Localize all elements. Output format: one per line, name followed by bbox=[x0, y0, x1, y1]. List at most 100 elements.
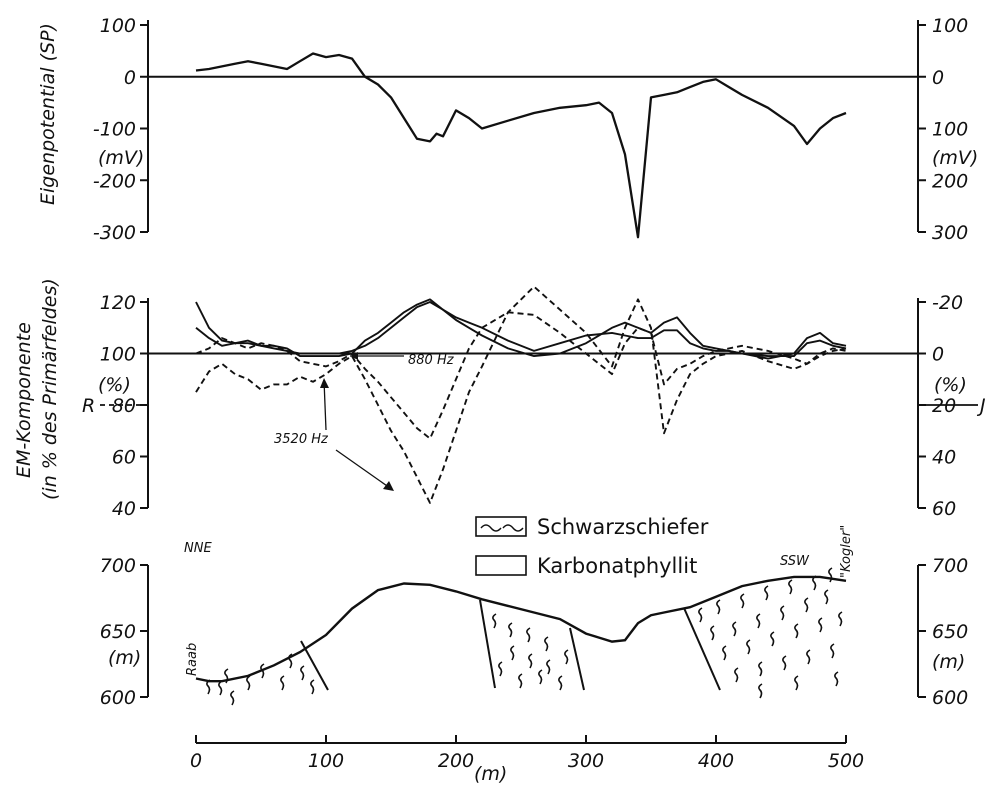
hatch-mark bbox=[782, 655, 787, 671]
profile-left-tick-label: 600 bbox=[100, 687, 136, 709]
hatch-mark bbox=[722, 645, 727, 661]
x-tick-label: 500 bbox=[828, 750, 864, 772]
legend-schwarzschiefer-label: Schwarzschiefer bbox=[537, 515, 709, 539]
em-left-tick-label: 60 bbox=[112, 447, 136, 469]
annotation-3520hz: 3520 Hz bbox=[274, 432, 329, 447]
sp-left-tick-label: -200 bbox=[93, 170, 136, 192]
contact-line bbox=[683, 607, 721, 691]
hatch-mark bbox=[780, 605, 785, 621]
profile-unit-left: (m) bbox=[108, 647, 141, 669]
hatch-mark bbox=[770, 631, 775, 647]
hatch-mark bbox=[710, 625, 715, 641]
arrow-3520hz-up-head bbox=[320, 378, 329, 388]
hatch-mark bbox=[794, 675, 799, 691]
hatch-mark bbox=[716, 599, 721, 615]
arrow-3520hz-up bbox=[323, 379, 327, 431]
hatch-mark bbox=[260, 663, 265, 679]
sp-left-tick-label: -300 bbox=[93, 222, 136, 244]
em-right-ticks: -20 0 20 40 60 bbox=[918, 292, 963, 520]
em-right-tick-label: 0 bbox=[932, 344, 944, 366]
hatch-mark bbox=[498, 661, 503, 677]
sp-y-label: Eigenpotential (SP) bbox=[37, 23, 59, 205]
hatch-mark bbox=[518, 673, 523, 689]
label-raab: Raab bbox=[185, 643, 200, 676]
legend-karbonatphyllit-label: Karbonatphyllit bbox=[537, 554, 697, 578]
em-series-dashed bbox=[195, 311, 847, 440]
em-left-tick-label: 120 bbox=[100, 292, 136, 314]
em-left-ticks: 120 100 80 60 40 bbox=[100, 292, 148, 520]
legend: Schwarzschiefer Karbonatphyllit bbox=[475, 515, 709, 578]
profile-right-tick-label: 700 bbox=[932, 555, 968, 577]
em-series-solid bbox=[195, 298, 847, 360]
rock-contacts bbox=[300, 599, 721, 691]
x-tick-label: 100 bbox=[308, 750, 344, 772]
x-axis: 0 100 200 300 400 500 (m) bbox=[190, 735, 864, 785]
hatch-mark bbox=[758, 683, 763, 699]
contact-line bbox=[479, 599, 496, 689]
x-ticks: 0 100 200 300 400 500 bbox=[190, 735, 864, 772]
hatch-mark bbox=[526, 627, 531, 643]
hatch-mark bbox=[528, 653, 533, 669]
contact-line bbox=[569, 627, 585, 691]
em-right-tick-label: 60 bbox=[932, 498, 956, 520]
x-tick-label: 0 bbox=[190, 750, 202, 772]
hatch-mark bbox=[806, 649, 811, 665]
hatch-mark bbox=[544, 636, 549, 652]
label-nne: NNE bbox=[184, 541, 212, 556]
hatch-mark bbox=[246, 675, 251, 691]
sp-right-tick-label: 300 bbox=[932, 222, 968, 244]
em-series bbox=[195, 285, 847, 504]
sp-right-tick-label: 0 bbox=[932, 67, 944, 89]
label-kogler: "Kogler" bbox=[839, 525, 854, 578]
hatch-mark bbox=[300, 665, 305, 681]
label-ssw: SSW bbox=[780, 554, 810, 569]
profile-unit-right: (m) bbox=[932, 651, 965, 673]
x-tick-label: 400 bbox=[698, 750, 734, 772]
profile-right-ticks: 700 650 600 bbox=[918, 555, 968, 709]
hatch-mark bbox=[788, 579, 793, 595]
hatch-mark bbox=[288, 653, 293, 669]
em-y-label: EM-Komponente bbox=[13, 322, 35, 478]
annotation-880hz: 880 Hz bbox=[408, 353, 455, 368]
sp-right-tick-label: 200 bbox=[932, 170, 968, 192]
hatch-mark bbox=[230, 690, 235, 706]
sp-right-ticks: 100 0 100 200 300 bbox=[918, 15, 968, 244]
em-right-tick-label: 20 bbox=[932, 395, 956, 417]
contact-line bbox=[300, 640, 329, 691]
hatch-mark bbox=[698, 607, 703, 623]
sp-right-tick-label: 100 bbox=[932, 119, 968, 141]
em-unit-left: (%) bbox=[98, 374, 131, 396]
hatch-mark bbox=[280, 675, 285, 691]
hatch-mark bbox=[756, 613, 761, 629]
em-y-label-2: (in % des Primärfeldes) bbox=[39, 278, 61, 500]
arrow-3520hz-down bbox=[335, 449, 391, 489]
sp-left-ticks: 100 0 -100 -200 -300 bbox=[93, 15, 148, 244]
profile-left-tick-label: 700 bbox=[100, 555, 136, 577]
legend-schwarzschiefer-symbol bbox=[475, 516, 527, 537]
x-tick-label: 200 bbox=[438, 750, 474, 772]
hatch-mark bbox=[492, 613, 497, 629]
arrow-3520hz-down-head bbox=[383, 481, 394, 491]
em-left-tick-label: 100 bbox=[100, 344, 136, 366]
hatch-mark bbox=[764, 585, 769, 601]
hatch-mark bbox=[510, 645, 515, 661]
hatch-mark bbox=[740, 593, 745, 609]
sp-left-tick-label: 0 bbox=[124, 67, 136, 89]
profile-left-ticks: 700 650 600 bbox=[100, 555, 148, 709]
hatch-mark bbox=[508, 622, 513, 638]
profile-right-tick-label: 600 bbox=[932, 687, 968, 709]
hatch-mark bbox=[732, 621, 737, 637]
sp-left-tick-label: -100 bbox=[93, 119, 136, 141]
terrain-line bbox=[195, 575, 847, 683]
em-marker-j: J bbox=[976, 395, 986, 417]
hatch-mark bbox=[558, 675, 563, 691]
em-right-tick-label: 40 bbox=[932, 447, 956, 469]
profile-right-tick-label: 650 bbox=[932, 621, 968, 643]
em-panel: 120 100 80 60 40 -20 0 20 40 60 EM-Komponente (i… bbox=[13, 278, 986, 520]
em-series-dashed bbox=[195, 285, 847, 504]
hatch-mark bbox=[310, 679, 315, 695]
em-series-solid bbox=[195, 301, 847, 358]
hatch-mark bbox=[734, 667, 739, 683]
em-marker-r: R bbox=[82, 395, 95, 417]
